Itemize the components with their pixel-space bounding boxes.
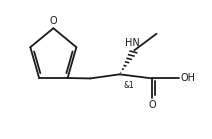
Text: OH: OH <box>180 73 195 83</box>
Text: O: O <box>50 16 57 26</box>
Text: O: O <box>149 100 156 110</box>
Text: HN: HN <box>125 38 140 48</box>
Text: &1: &1 <box>123 80 134 90</box>
